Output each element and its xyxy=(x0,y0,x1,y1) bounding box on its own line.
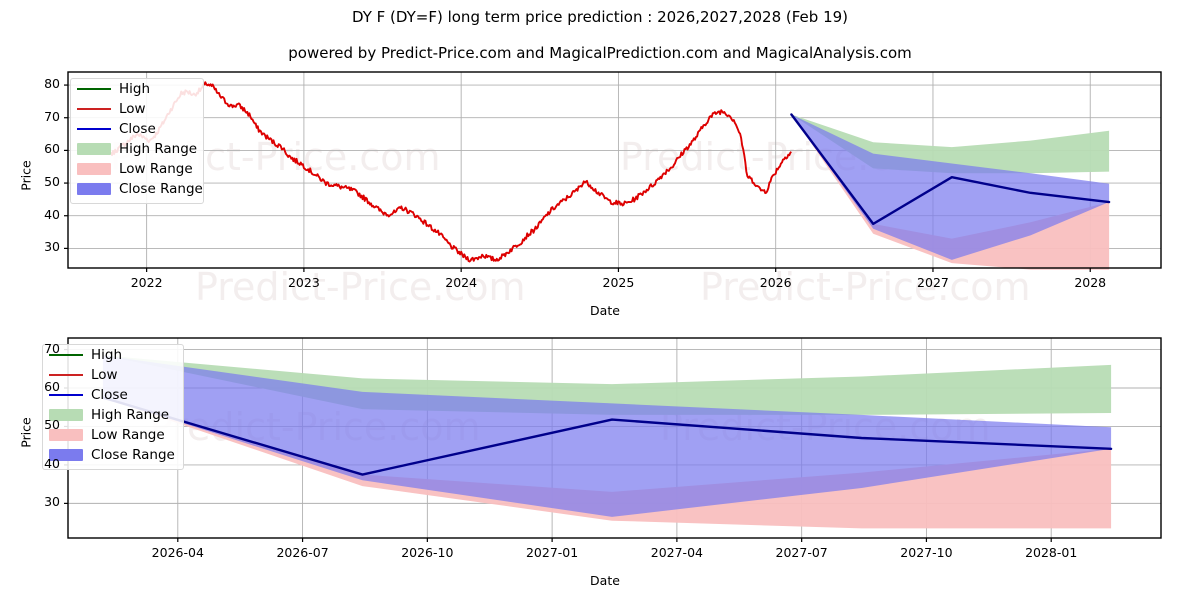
plot-frame xyxy=(67,71,1162,269)
legend-item-high[interactable]: High xyxy=(43,345,183,365)
legend-item-close[interactable]: Close xyxy=(71,119,203,139)
y-tick-label: 40 xyxy=(44,455,60,471)
legend-label: Close xyxy=(91,387,128,403)
legend-label: High Range xyxy=(119,141,198,157)
y-tick-label: 60 xyxy=(44,141,60,157)
legend-swatch-line-icon xyxy=(49,349,83,361)
legend-item-low-range[interactable]: Low Range xyxy=(71,159,203,179)
legend-item-close[interactable]: Close xyxy=(43,385,183,405)
legend-label: Low xyxy=(119,101,146,117)
y-tick-label: 40 xyxy=(44,206,60,222)
close-range-band xyxy=(102,355,1112,517)
legend-swatch-line-icon xyxy=(49,369,83,381)
series-line-close-forecast xyxy=(790,113,1111,226)
y-tick-label: 30 xyxy=(44,239,60,255)
x-tick-label: 2023 xyxy=(287,275,320,290)
y-tick-label: 70 xyxy=(44,340,60,356)
x-tick-label: 2024 xyxy=(445,275,478,290)
legend-swatch-line-icon xyxy=(77,83,111,95)
x-tick-label: 2028-01 xyxy=(1025,545,1078,560)
watermark-text: Predict-Price.com xyxy=(700,265,1031,309)
legend-item-high[interactable]: High xyxy=(71,79,203,99)
top-chart-panel: Predict-Price.com Predict-Price.com Predic… xyxy=(19,71,1162,318)
top-chart-legend: High Low Close High Range Low Range Close Ran… xyxy=(70,78,204,204)
x-tick-label: 2025 xyxy=(602,275,635,290)
series-line-low-detail xyxy=(86,81,792,263)
legend-item-close-range[interactable]: Close Range xyxy=(71,179,203,199)
legend-label: Close xyxy=(119,121,156,137)
legend-swatch-patch-icon xyxy=(49,449,83,461)
legend-swatch-line-icon xyxy=(77,123,111,135)
bottom-chart-legend: High Low Close High Range Low Range Close Ran… xyxy=(42,344,184,470)
bottom-y-axis-label: Price xyxy=(18,417,34,448)
x-tick-label: 2026-04 xyxy=(151,545,204,560)
x-tick-label: 2026 xyxy=(759,275,792,290)
legend-label: High xyxy=(91,347,123,363)
legend-label: High Range xyxy=(91,407,170,423)
x-tick-label: 2027-10 xyxy=(900,545,953,560)
legend-item-low[interactable]: Low xyxy=(71,99,203,119)
legend-label: Low Range xyxy=(119,161,193,177)
x-tick-label: 2028 xyxy=(1074,275,1107,290)
y-tick-label: 60 xyxy=(44,379,60,394)
legend-swatch-patch-icon xyxy=(49,429,83,441)
y-tick-label: 50 xyxy=(44,174,60,190)
legend-swatch-line-icon xyxy=(77,103,111,115)
y-tick-label: 30 xyxy=(44,494,60,510)
page-subtitle: powered by Predict-Price.com and Magical… xyxy=(288,44,912,62)
close-range-band xyxy=(791,114,1110,260)
legend-swatch-patch-icon xyxy=(49,409,83,421)
legend-label: Low Range xyxy=(91,427,165,443)
top-x-axis-label: Date xyxy=(590,303,620,318)
x-tick-label: 2027 xyxy=(917,275,949,290)
x-tick-label: 2026-10 xyxy=(401,545,454,560)
x-tick-label: 2027-04 xyxy=(650,545,703,560)
series-line-close xyxy=(101,396,1113,476)
legend-swatch-patch-icon xyxy=(77,183,111,195)
y-tick-label: 70 xyxy=(44,108,60,124)
legend-item-high-range[interactable]: High Range xyxy=(71,139,203,159)
y-tick-label: 50 xyxy=(44,417,60,433)
x-tick-label: 2022 xyxy=(130,275,163,290)
legend-label: Close Range xyxy=(91,447,175,463)
legend-label: Close Range xyxy=(119,181,203,197)
legend-item-high-range[interactable]: High Range xyxy=(43,405,183,425)
x-tick-label: 2026-07 xyxy=(276,545,329,560)
low-range-band xyxy=(102,397,1112,529)
legend-swatch-patch-icon xyxy=(77,163,111,175)
x-tick-label: 2027-07 xyxy=(775,545,828,560)
x-tick-label: 2027-01 xyxy=(525,545,579,560)
page-title: DY F (DY=F) long term price prediction :… xyxy=(351,8,849,26)
legend-label: Low xyxy=(91,367,118,383)
watermark-text: Predict-Price.com xyxy=(195,265,526,309)
legend-swatch-patch-icon xyxy=(77,143,111,155)
top-chart-svg: Predict-Price.com Predict-Price.comPredic… xyxy=(64,71,1162,309)
legend-swatch-line-icon xyxy=(49,389,83,401)
legend-label: High xyxy=(119,81,151,97)
legend-item-low-range[interactable]: Low Range xyxy=(43,425,183,445)
bottom-x-axis-label: Date xyxy=(590,573,620,588)
y-tick-label: 80 xyxy=(44,76,60,92)
legend-item-low[interactable]: Low xyxy=(43,365,183,385)
legend-item-close-range[interactable]: Close Range xyxy=(43,445,183,465)
